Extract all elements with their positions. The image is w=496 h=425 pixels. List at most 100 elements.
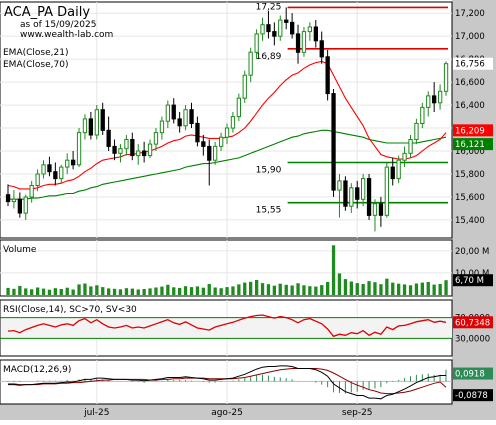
volume-bar (154, 287, 158, 295)
volume-bar (337, 273, 342, 295)
price-panel (0, 1, 453, 239)
candle-body (343, 180, 348, 207)
volume-bar (201, 287, 205, 295)
candle-body (195, 122, 200, 143)
volume-label: Volume (3, 245, 37, 255)
candle-body (390, 166, 395, 180)
volume-bar (47, 289, 52, 295)
chart-title: ACA_PA Daily (4, 5, 90, 20)
candle-body (41, 164, 46, 175)
candle-body (219, 136, 224, 147)
volume-bar (426, 282, 430, 295)
volume-bar (195, 286, 200, 295)
volume-bar (160, 286, 164, 295)
candle-body (295, 33, 301, 53)
candle-body (432, 95, 437, 104)
candle-body (59, 166, 64, 180)
volume-bar (101, 287, 105, 295)
volume-panel (0, 239, 453, 297)
rsi-series (0, 314, 452, 339)
candle-body (177, 118, 182, 127)
volume-bar (379, 284, 383, 295)
candle-body (29, 185, 34, 198)
volume-bar (408, 285, 413, 295)
candle-body (106, 129, 111, 147)
volume-bar (142, 289, 146, 295)
volume-bar (420, 282, 424, 295)
macd-series (0, 365, 452, 400)
candle-body (266, 24, 271, 33)
volume-bar (278, 283, 282, 295)
volume-bar (284, 284, 288, 295)
ema70-line (8, 129, 447, 200)
volume-bar (249, 281, 253, 296)
candle-body (443, 63, 449, 92)
candle-body (236, 97, 241, 118)
volume-bar (53, 288, 57, 295)
volume-bar (71, 289, 75, 295)
volume-bar (77, 284, 81, 295)
volume-bar (391, 282, 395, 295)
candle-body (366, 178, 372, 216)
volume-bar (41, 288, 46, 295)
volume-bar (296, 283, 300, 295)
candle-body (402, 152, 407, 161)
price-tick-label: 15,800 (455, 170, 485, 180)
volume-bar (290, 285, 294, 295)
volume-bar (438, 284, 442, 295)
candle-body (201, 141, 206, 147)
rsi-last-label: 60,7348 (455, 318, 490, 328)
level-label: 15,55 (256, 206, 282, 216)
last-price-label-badge (453, 57, 493, 70)
candle-body (11, 198, 17, 202)
volume-bar (18, 285, 22, 295)
volume-bar (320, 285, 324, 295)
volume-last-label: 6,70 M (455, 276, 484, 286)
volume-bar (343, 279, 348, 295)
level-label: 16,89 (256, 52, 282, 62)
candle-body (159, 120, 165, 134)
volume-bar (272, 285, 276, 295)
price-axis-background (452, 0, 496, 420)
candle-body (420, 106, 425, 125)
as-of-date: as of 15/09/2025 (20, 20, 96, 30)
volume-bar (24, 288, 28, 295)
volume-bar (124, 288, 129, 295)
volume-last-badge (453, 274, 493, 287)
volume-bar (326, 282, 330, 295)
volume-bar (373, 282, 377, 295)
rsi-last-badge (453, 316, 493, 329)
volume-bar (225, 287, 229, 295)
volume-bar (355, 283, 359, 295)
macd-last-badge (453, 367, 493, 380)
rsi-tick-label: 30,0000 (455, 334, 490, 344)
volume-bar (308, 286, 312, 295)
volume-bar (59, 289, 63, 295)
volume-bar (6, 287, 10, 295)
last-price-label: 16,756 (455, 60, 485, 70)
volume-bar (213, 287, 217, 295)
volume-bar (107, 288, 111, 295)
candle-body (331, 93, 336, 191)
volume-bar (243, 282, 247, 295)
candle-body (23, 196, 28, 214)
date-tick-label: ago-25 (211, 408, 243, 418)
candle-body (337, 180, 342, 191)
macd-label: MACD(12,26,9) (3, 365, 71, 375)
candle-body (349, 187, 354, 207)
candle-body (171, 104, 176, 120)
volume-bar (65, 287, 69, 295)
candle-body (94, 109, 99, 136)
candle-body (290, 21, 295, 35)
volume-bar (136, 289, 140, 295)
candle-body (118, 148, 123, 154)
date-axis-background (0, 404, 496, 420)
candle-body (325, 56, 330, 95)
level-label: 17,25 (256, 2, 282, 12)
volume-bar (166, 284, 170, 295)
rsi-label: RSI(Close,14), SC>70, SV<30 (3, 305, 137, 315)
source-watermark: www.wealth-lab.com (20, 30, 113, 40)
rsi-band (1, 317, 452, 339)
